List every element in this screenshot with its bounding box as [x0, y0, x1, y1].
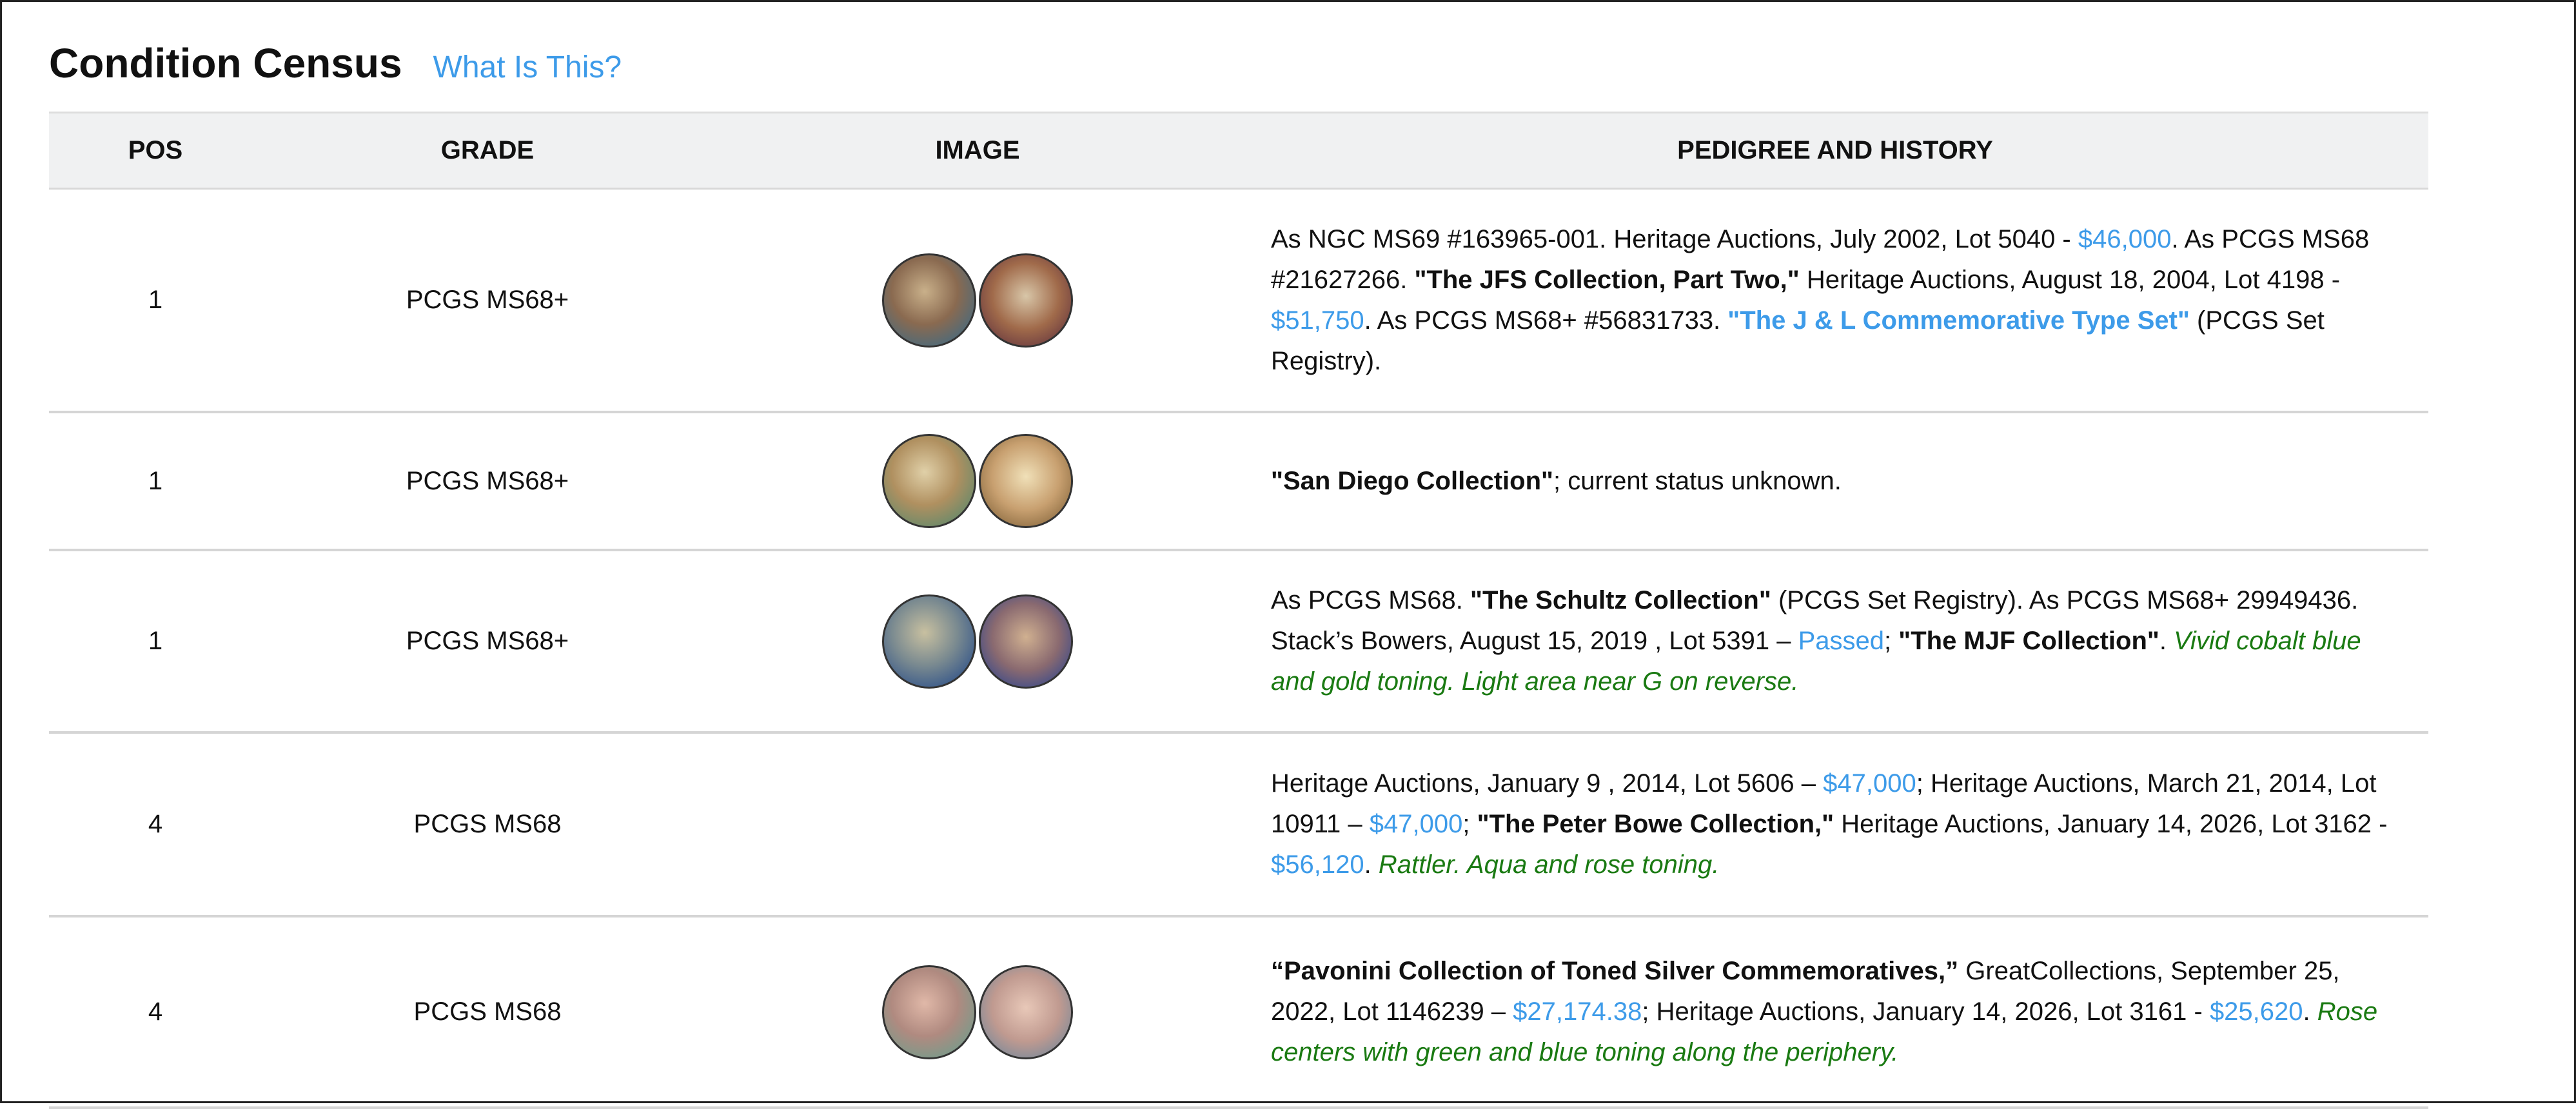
coin-reverse-image[interactable] [979, 594, 1073, 689]
pedigree-link[interactable]: Passed [1798, 627, 1884, 655]
pedigree-text: ; [1884, 627, 1899, 655]
pedigree-note: Rattler. Aqua and rose toning. [1378, 850, 1720, 879]
grade-cell: PCGS MS68 [413, 997, 562, 1026]
pedigree-text: . [1364, 850, 1379, 879]
pedigree-cell: “Pavonini Collection of Toned Silver Com… [1242, 951, 2428, 1073]
section-header: Condition Census What Is This? [49, 39, 622, 87]
pedigree-cell: As PCGS MS68. "The Schultz Collection" (… [1242, 580, 2428, 702]
coin-reverse-image[interactable] [979, 965, 1073, 1059]
pedigree-note: Rose centers with green and blue toning … [1271, 997, 2378, 1066]
pedigree-text: . As PCGS MS68 #21627266. [1271, 224, 2370, 294]
collection-name: "San Diego Collection" [1271, 466, 1553, 495]
column-header-pos: POS [128, 136, 183, 164]
table-row: 4 PCGS MS68 Heritage Auctions, January 9 ,… [49, 734, 2428, 918]
condition-census-table: POS GRADE IMAGE PEDIGREE AND HISTORY 1 PC… [49, 112, 2428, 1109]
pedigree-cell: "San Diego Collection"; current status u… [1242, 461, 2428, 502]
pedigree-text: Heritage Auctions, January 14, 2026, Lot… [1834, 810, 2388, 838]
column-header-image: IMAGE [935, 136, 1020, 164]
column-header-grade: GRADE [440, 136, 535, 164]
pedigree-text: (PCGS Set Registry). As PCGS MS68+ 29949… [1271, 586, 2359, 655]
pedigree-link[interactable]: $25,620 [2209, 997, 2303, 1026]
table-row: 1 PCGS MS68+ As NGC MS69 #163965-001. Heri… [49, 190, 2428, 413]
image-cell [713, 965, 1242, 1059]
pos-cell: 4 [148, 810, 163, 838]
image-cell [713, 434, 1242, 528]
pedigree-text: . [2159, 627, 2174, 655]
pedigree-link[interactable]: $47,000 [1823, 769, 1916, 798]
pedigree-text: As PCGS MS68. [1271, 586, 1470, 614]
page-title: Condition Census [49, 40, 402, 86]
image-cell [713, 253, 1242, 348]
grade-cell: PCGS MS68+ [406, 286, 569, 314]
pedigree-text: GreatCollections, September 25, 2022, Lo… [1271, 957, 2340, 1026]
pedigree-link[interactable]: $46,000 [2078, 224, 2172, 253]
coin-obverse-image[interactable] [882, 434, 976, 528]
grade-cell: PCGS MS68 [413, 810, 562, 838]
what-is-this-link[interactable]: What Is This? [433, 50, 622, 84]
coin-reverse-image[interactable] [979, 434, 1073, 528]
column-header-pedigree: PEDIGREE AND HISTORY [1677, 136, 1993, 164]
collection-name: "The Schultz Collection" [1470, 586, 1771, 614]
collection-name: "The Peter Bowe Collection," [1477, 810, 1834, 838]
table-row: 4 PCGS MS68 “Pavonini Collection of Toned … [49, 918, 2428, 1109]
pedigree-text: As NGC MS69 #163965-001. Heritage Auctio… [1271, 224, 2078, 253]
pedigree-text: (PCGS Set Registry). [1271, 306, 2325, 375]
pedigree-text: ; current status unknown. [1553, 466, 1842, 495]
pos-cell: 4 [148, 997, 163, 1026]
pos-cell: 1 [148, 627, 163, 655]
table-row: 1 PCGS MS68+ As PCGS MS68. "The Schultz Co… [49, 551, 2428, 734]
pedigree-link[interactable]: "The J & L Commemorative Type Set" [1727, 306, 2190, 335]
pedigree-text: ; [1462, 810, 1477, 838]
coin-obverse-image[interactable] [882, 594, 976, 689]
pos-cell: 1 [148, 286, 163, 314]
table-body: 1 PCGS MS68+ As NGC MS69 #163965-001. Heri… [49, 190, 2428, 1109]
pedigree-text: Heritage Auctions, August 18, 2004, Lot … [1799, 265, 2341, 294]
pedigree-cell: Heritage Auctions, January 9 , 2014, Lot… [1242, 763, 2428, 885]
collection-name: "The MJF Collection" [1898, 627, 2159, 655]
collection-name: “Pavonini Collection of Toned Silver Com… [1271, 957, 1959, 985]
pos-cell: 1 [148, 466, 163, 495]
pedigree-text: . As PCGS MS68+ #56831733. [1364, 306, 1728, 335]
pedigree-link[interactable]: $56,120 [1271, 850, 1364, 879]
grade-cell: PCGS MS68+ [406, 627, 569, 655]
pedigree-link[interactable]: $47,000 [1369, 810, 1463, 838]
table-row: 1 PCGS MS68+ "San Diego Collection"; curre… [49, 413, 2428, 551]
coin-obverse-image[interactable] [882, 253, 976, 348]
pedigree-text: ; Heritage Auctions, March 21, 2014, Lot… [1271, 769, 2377, 838]
coin-obverse-image[interactable] [882, 965, 976, 1059]
grade-cell: PCGS MS68+ [406, 466, 569, 495]
pedigree-cell: As NGC MS69 #163965-001. Heritage Auctio… [1242, 219, 2428, 382]
image-cell [713, 594, 1242, 689]
pedigree-note: Vivid cobalt blue and gold toning. Light… [1271, 627, 2361, 696]
collection-name: "The JFS Collection, Part Two," [1414, 265, 1800, 294]
pedigree-text: Heritage Auctions, January 9 , 2014, Lot… [1271, 769, 1824, 798]
coin-reverse-image[interactable] [979, 253, 1073, 348]
pedigree-text: ; Heritage Auctions, January 14, 2026, L… [1642, 997, 2210, 1026]
table-header: POS GRADE IMAGE PEDIGREE AND HISTORY [49, 112, 2428, 190]
pedigree-link[interactable]: $27,174.38 [1513, 997, 1642, 1026]
pedigree-text: . [2303, 997, 2317, 1026]
pedigree-link[interactable]: $51,750 [1271, 306, 1364, 335]
